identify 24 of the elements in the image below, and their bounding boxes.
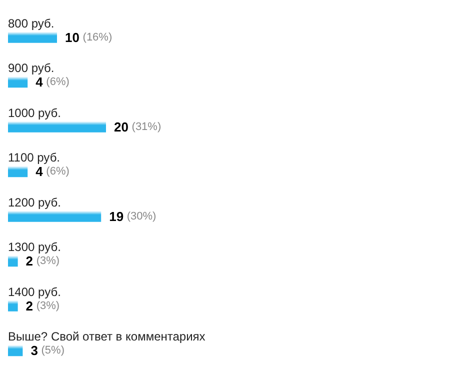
data-label: 4 (6%) xyxy=(36,164,70,180)
bar xyxy=(8,210,102,222)
y-tick-label: 1000 руб. xyxy=(8,106,61,120)
bar xyxy=(8,345,23,356)
y-tick-label: Выше? Свой ответ в комментариях xyxy=(8,330,206,344)
y-tick-label: 1400 руб. xyxy=(8,284,61,299)
y-tick-label: 1200 руб. xyxy=(8,195,61,210)
bar xyxy=(8,300,18,312)
data-label: 20 (31%) xyxy=(114,119,162,134)
bar xyxy=(8,76,28,88)
bar xyxy=(8,256,18,267)
y-tick-label: 1100 руб. xyxy=(8,150,60,165)
y-tick-label: 800 руб. xyxy=(8,16,54,30)
y-tick-label: 900 руб. xyxy=(8,61,54,76)
data-label: 10 (16%) xyxy=(65,30,112,45)
data-label: 4 (6%) xyxy=(36,74,70,90)
bar xyxy=(8,32,57,43)
data-label: 3 (5%) xyxy=(30,343,64,358)
y-tick-label: 1300 руб. xyxy=(8,240,61,254)
bar xyxy=(8,121,106,132)
bar xyxy=(8,166,28,178)
data-label: 19 (30%) xyxy=(109,208,156,224)
data-label: 2 (3%) xyxy=(26,298,60,314)
data-label: 2 (3%) xyxy=(26,254,60,269)
